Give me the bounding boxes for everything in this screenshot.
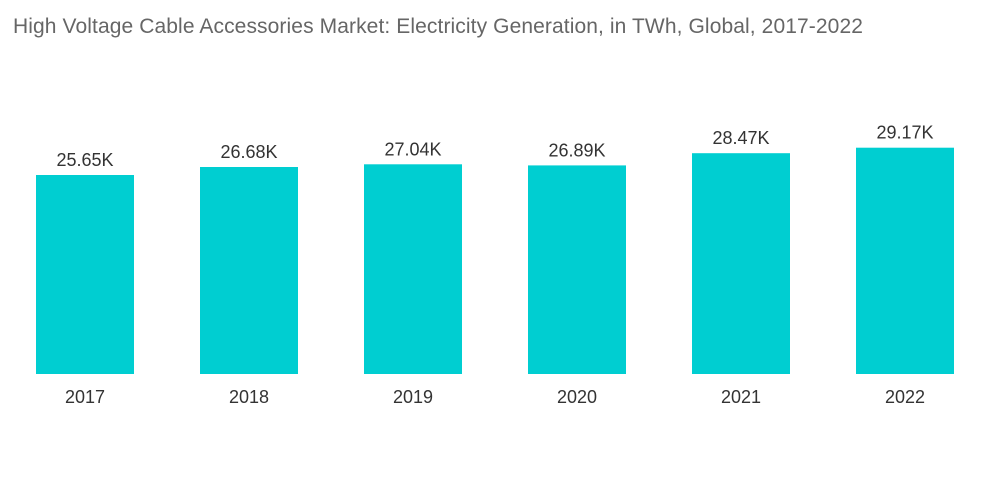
x-tick-label-2021: 2021: [721, 387, 761, 407]
bars-layer: [36, 147, 954, 374]
x-tick-label-2020: 2020: [557, 387, 597, 407]
x-tick-label-2019: 2019: [393, 387, 433, 407]
bar-2019: [364, 164, 462, 374]
bar-2018: [200, 167, 298, 374]
x-axis-ticks: 2017 2018 2019 2020 2021 2022: [65, 387, 925, 407]
bar-2021: [692, 153, 790, 374]
data-label-2022: 29.17K: [876, 123, 933, 143]
data-label-2020: 26.89K: [548, 140, 605, 160]
x-tick-label-2018: 2018: [229, 387, 269, 407]
bar-2022: [856, 147, 954, 374]
data-label-2021: 28.47K: [712, 128, 769, 148]
data-labels-layer: 25.65K 26.68K 27.04K 26.89K 28.47K 29.17K: [56, 123, 933, 170]
bar-2020: [528, 165, 626, 374]
x-tick-label-2017: 2017: [65, 387, 105, 407]
data-label-2017: 25.65K: [56, 150, 113, 170]
data-label-2019: 27.04K: [384, 139, 441, 159]
chart-title: High Voltage Cable Accessories Market: E…: [13, 15, 863, 38]
data-label-2018: 26.68K: [220, 142, 277, 162]
x-tick-label-2022: 2022: [885, 387, 925, 407]
bar-2017: [36, 175, 134, 374]
